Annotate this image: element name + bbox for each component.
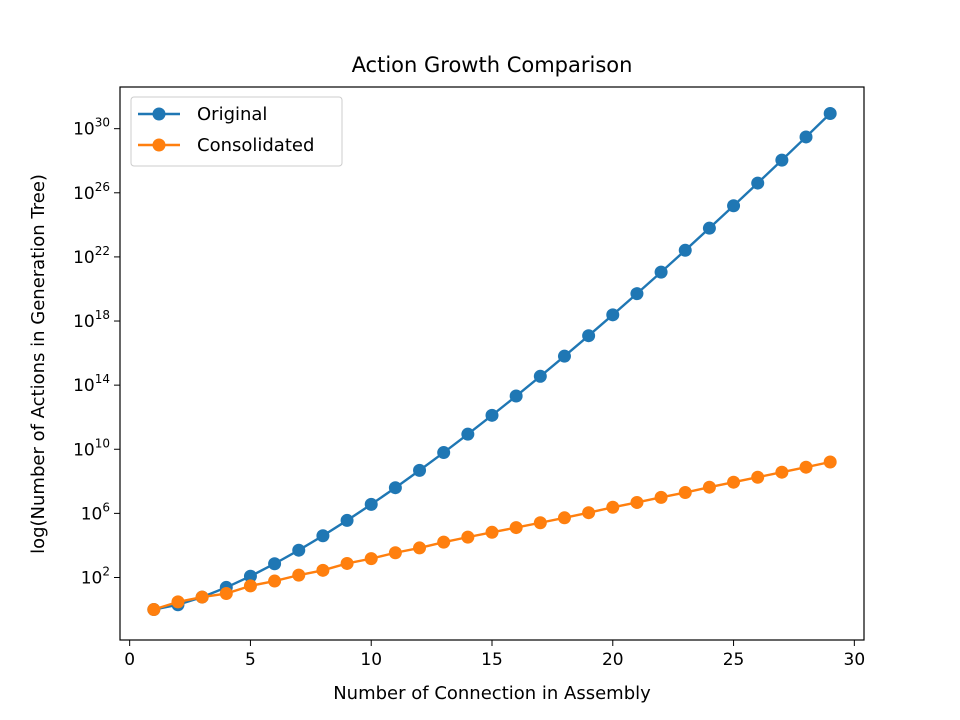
- y-tick-label: 106: [81, 500, 110, 524]
- data-point: [702, 221, 716, 235]
- y-tick-label: 1014: [73, 372, 110, 396]
- data-point: [195, 590, 209, 604]
- data-point: [316, 563, 330, 577]
- data-point: [485, 525, 499, 539]
- data-point: [775, 465, 789, 479]
- data-point: [485, 408, 499, 422]
- x-tick-label: 0: [124, 650, 135, 670]
- data-point: [533, 369, 547, 383]
- data-point: [364, 552, 378, 566]
- data-point: [340, 556, 354, 570]
- data-point: [147, 603, 161, 617]
- data-point: [388, 546, 402, 560]
- data-point: [823, 107, 837, 121]
- data-point: [461, 530, 475, 544]
- data-point: [727, 199, 741, 213]
- data-point: [582, 506, 596, 520]
- data-point: [268, 574, 282, 588]
- y-tick-label: 1030: [73, 116, 110, 140]
- x-tick-label: 25: [723, 650, 745, 670]
- data-point: [340, 513, 354, 527]
- data-point: [219, 587, 233, 601]
- data-point: [413, 463, 427, 477]
- y-tick-label: 102: [81, 564, 110, 588]
- data-point: [268, 557, 282, 571]
- legend: Original Consolidated: [130, 96, 343, 167]
- data-point: [678, 243, 692, 257]
- data-point: [413, 541, 427, 555]
- data-point: [823, 455, 837, 469]
- legend-marker-original: [152, 107, 166, 121]
- y-axis: 102 106 1010 1014 1018 1022 1026 1030: [73, 116, 120, 588]
- data-point: [509, 389, 523, 403]
- x-tick-label: 5: [245, 650, 256, 670]
- data-point: [292, 568, 306, 582]
- x-tick-label: 30: [844, 650, 866, 670]
- data-point: [582, 329, 596, 343]
- data-point: [775, 153, 789, 167]
- data-point: [630, 287, 644, 301]
- data-point: [171, 595, 185, 609]
- data-point: [727, 475, 741, 489]
- x-tick-label: 15: [481, 650, 503, 670]
- x-axis: 0 5 10 15 20 25 30: [124, 640, 865, 670]
- data-point: [751, 470, 765, 484]
- data-point: [316, 529, 330, 543]
- chart-title: Action Growth Comparison: [352, 53, 633, 77]
- data-point: [461, 427, 475, 441]
- data-point: [243, 569, 257, 583]
- y-axis-label: log(Number of Actions in Generation Tree…: [28, 174, 49, 554]
- data-point: [606, 500, 620, 514]
- data-point: [243, 579, 257, 593]
- legend-label-consolidated: Consolidated: [197, 135, 314, 156]
- data-point: [751, 176, 765, 190]
- data-point: [437, 446, 451, 460]
- legend-label-original: Original: [197, 104, 267, 125]
- plot-area: [147, 107, 837, 617]
- x-tick-label: 10: [360, 650, 382, 670]
- data-point: [437, 535, 451, 549]
- y-tick-label: 1010: [73, 436, 110, 460]
- data-point: [630, 495, 644, 509]
- legend-marker-consolidated: [152, 138, 166, 152]
- data-point: [606, 308, 620, 322]
- data-point: [509, 521, 523, 535]
- data-point: [678, 486, 692, 500]
- data-point: [557, 349, 571, 363]
- data-point: [799, 130, 813, 144]
- x-axis-label: Number of Connection in Assembly: [333, 683, 651, 704]
- y-tick-label: 1022: [73, 244, 110, 268]
- data-point: [533, 516, 547, 530]
- data-point: [654, 265, 668, 279]
- data-point: [364, 497, 378, 511]
- data-point: [388, 481, 402, 495]
- data-point: [292, 543, 306, 557]
- legend-box: [130, 96, 343, 167]
- x-tick-label: 20: [602, 650, 624, 670]
- data-point: [799, 460, 813, 474]
- data-point: [557, 511, 571, 525]
- data-point: [702, 480, 716, 494]
- y-tick-label: 1018: [73, 308, 110, 332]
- series-consolidated: [147, 455, 837, 617]
- y-tick-label: 1026: [73, 180, 110, 204]
- data-point: [654, 490, 668, 504]
